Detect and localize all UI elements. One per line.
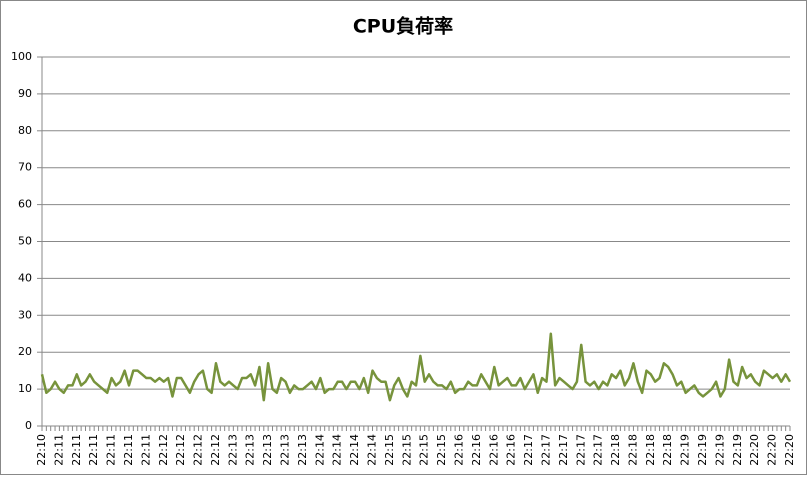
- x-tick-label: 22:13: [279, 434, 292, 466]
- x-tick-label: 22:20: [766, 434, 779, 466]
- x-tick-label: 22:18: [626, 434, 639, 466]
- x-tick-label: 22:15: [418, 434, 431, 466]
- x-tick-label: 22:11: [122, 434, 135, 466]
- y-tick-label: 40: [18, 271, 32, 284]
- y-tick-label: 30: [18, 308, 32, 321]
- x-tick-label: 22:16: [452, 434, 465, 466]
- x-tick-label: 22:16: [487, 434, 500, 466]
- x-tick-label: 22:20: [748, 434, 761, 466]
- y-tick-label: 60: [18, 198, 32, 211]
- x-tick-label: 22:11: [87, 434, 100, 466]
- y-tick-label: 80: [18, 124, 32, 137]
- x-tick-label: 22:12: [192, 434, 205, 466]
- x-tick-label: 22:18: [644, 434, 657, 466]
- x-tick-label: 22:12: [174, 434, 187, 466]
- x-tick-label: 22:19: [679, 434, 692, 466]
- x-tick-label: 22:17: [592, 434, 605, 466]
- x-tick-label: 22:11: [52, 434, 65, 466]
- y-tick-label: 70: [18, 161, 32, 174]
- x-tick-label: 22:15: [400, 434, 413, 466]
- x-tick-label: 22:14: [348, 434, 361, 466]
- x-tick-label: 22:20: [783, 434, 796, 466]
- x-tick-label: 22:13: [244, 434, 257, 466]
- x-tick-label: 22:14: [313, 434, 326, 466]
- x-tick-label: 22:17: [574, 434, 587, 466]
- x-tick-label: 22:11: [105, 434, 118, 466]
- y-tick-label: 20: [18, 345, 32, 358]
- data-line: [40, 332, 792, 402]
- x-tick-label: 22:19: [696, 434, 709, 466]
- x-tick-label: 22:10: [35, 434, 48, 466]
- y-tick-label: 0: [25, 419, 32, 432]
- y-tick-label: 90: [18, 87, 32, 100]
- y-tick-label: 50: [18, 235, 32, 248]
- x-tick-label: 22:15: [435, 434, 448, 466]
- x-tick-label: 22:11: [139, 434, 152, 466]
- x-tick-label: 22:19: [731, 434, 744, 466]
- x-tick-label: 22:18: [661, 434, 674, 466]
- x-tick-label: 22:12: [209, 434, 222, 466]
- x-tick-label: 22:13: [226, 434, 239, 466]
- x-tick-label: 22:11: [70, 434, 83, 466]
- x-tick-label: 22:17: [557, 434, 570, 466]
- x-tick-label: 22:12: [157, 434, 170, 466]
- x-tick-label: 22:15: [383, 434, 396, 466]
- x-tick-label: 22:19: [713, 434, 726, 466]
- y-tick-label: 10: [18, 382, 32, 395]
- x-tick-label: 22:18: [609, 434, 622, 466]
- x-tick-label: 22:14: [366, 434, 379, 466]
- x-tick-label: 22:14: [331, 434, 344, 466]
- x-tick-label: 22:13: [261, 434, 274, 466]
- x-tick-label: 22:16: [470, 434, 483, 466]
- x-tick-label: 22:16: [505, 434, 518, 466]
- x-tick-label: 22:13: [296, 434, 309, 466]
- x-tick-label: 22:17: [539, 434, 552, 466]
- x-tick-label: 22:17: [522, 434, 535, 466]
- chart-title: CPU負荷率: [353, 15, 453, 38]
- y-tick-label: 100: [11, 50, 32, 63]
